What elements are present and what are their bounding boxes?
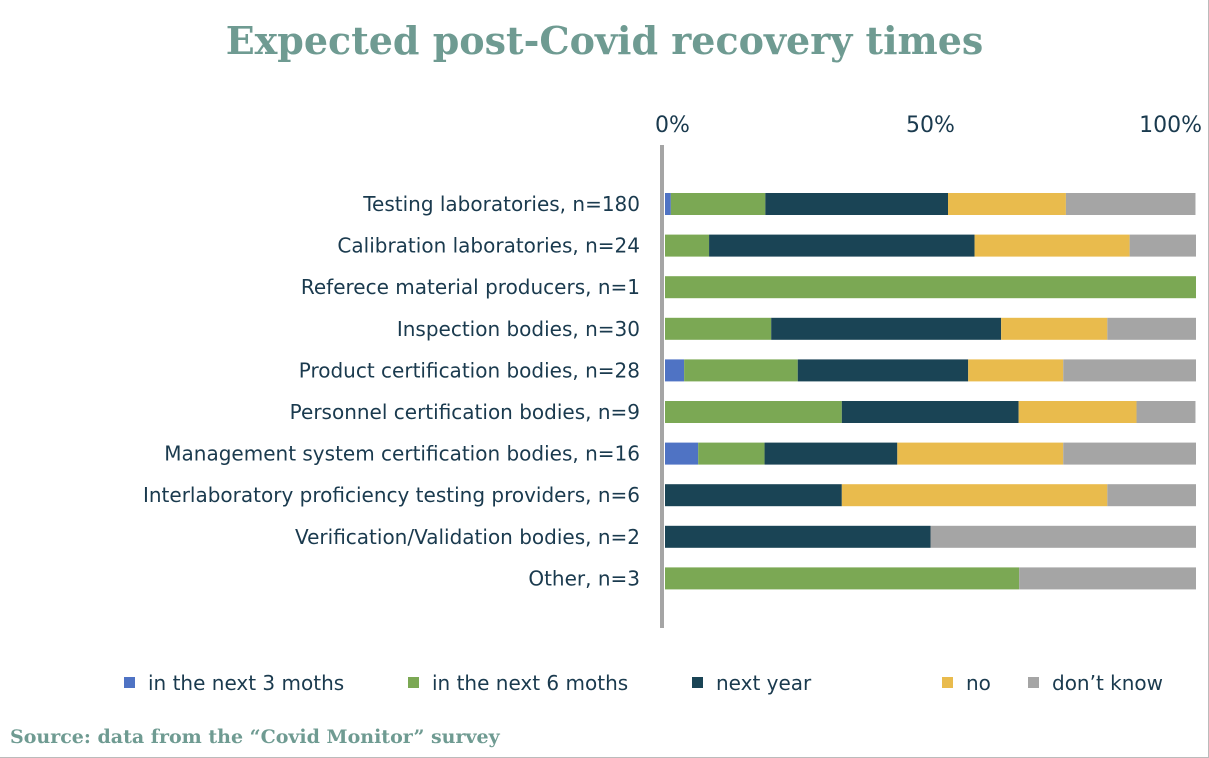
legend-label: no bbox=[966, 671, 991, 695]
bar-segment bbox=[684, 359, 798, 382]
legend-swatch bbox=[124, 677, 135, 688]
bar-segment bbox=[665, 276, 1196, 299]
bar-segment bbox=[974, 234, 1130, 257]
x-tick-label: 100% bbox=[1139, 113, 1202, 138]
legend-label: don’t know bbox=[1052, 671, 1163, 695]
bar-segment bbox=[1107, 317, 1196, 340]
category-label: Referece material producers, n=1 bbox=[301, 275, 640, 299]
bar-segment bbox=[948, 193, 1066, 215]
bar-segment bbox=[665, 193, 671, 215]
bar-segment bbox=[841, 484, 1108, 507]
source-note: Source: data from the “Covid Monitor” su… bbox=[10, 726, 500, 748]
bar-segment bbox=[1063, 442, 1196, 465]
bar-segment bbox=[968, 359, 1064, 382]
bar-segment bbox=[665, 525, 931, 548]
category-label: Verification/Validation bodies, n=2 bbox=[295, 525, 640, 549]
legend-swatch bbox=[408, 677, 419, 688]
bar-segment bbox=[1019, 567, 1196, 590]
x-tick-label: 50% bbox=[906, 113, 955, 138]
legend-swatch bbox=[942, 677, 953, 688]
bar-segment bbox=[665, 359, 685, 382]
legend-swatch bbox=[692, 677, 703, 688]
chart-title: Expected post-Covid recovery times bbox=[225, 18, 984, 63]
legend-swatch bbox=[1028, 677, 1039, 688]
bar-segment bbox=[930, 525, 1196, 548]
category-label: Other, n=3 bbox=[528, 566, 640, 590]
bar-segment bbox=[1063, 359, 1196, 382]
bar-segment bbox=[764, 442, 898, 465]
bar-segment bbox=[665, 442, 699, 465]
bar-segment bbox=[771, 317, 1002, 340]
bar-segment bbox=[665, 567, 1020, 590]
category-label: Management system certification bodies, … bbox=[164, 442, 640, 466]
category-label: Interlaboratory proficiency testing prov… bbox=[143, 483, 640, 507]
bar-segment bbox=[670, 193, 766, 215]
category-label: Product certification bodies, n=28 bbox=[299, 358, 640, 382]
category-label: Inspection bodies, n=30 bbox=[397, 317, 640, 341]
category-label: Calibration laboratories, n=24 bbox=[337, 234, 640, 258]
x-tick-label: 0% bbox=[655, 113, 690, 138]
bar-segment bbox=[1018, 401, 1137, 423]
legend-label: next year bbox=[716, 671, 812, 695]
legend-label: in the next 3 moths bbox=[148, 671, 344, 695]
category-label: Personnel certification bodies, n=9 bbox=[290, 400, 640, 424]
bar-segment bbox=[841, 401, 1019, 423]
bar-segment bbox=[665, 401, 842, 423]
bar-segment bbox=[1129, 234, 1196, 257]
bar-segment bbox=[1136, 401, 1196, 423]
bar-segment bbox=[709, 234, 975, 257]
bar-segment bbox=[897, 442, 1064, 465]
bar-segment bbox=[665, 234, 710, 257]
legend-label: in the next 6 moths bbox=[432, 671, 628, 695]
bar-segment bbox=[765, 193, 949, 215]
bar-segment bbox=[1107, 484, 1196, 507]
bar-segment bbox=[698, 442, 765, 465]
bar-segment bbox=[665, 484, 842, 507]
bar-segment bbox=[797, 359, 969, 382]
category-label: Testing laboratories, n=180 bbox=[362, 192, 640, 216]
bar-segment bbox=[1001, 317, 1108, 340]
bar-segment bbox=[665, 317, 772, 340]
bar-segment bbox=[1065, 193, 1196, 215]
